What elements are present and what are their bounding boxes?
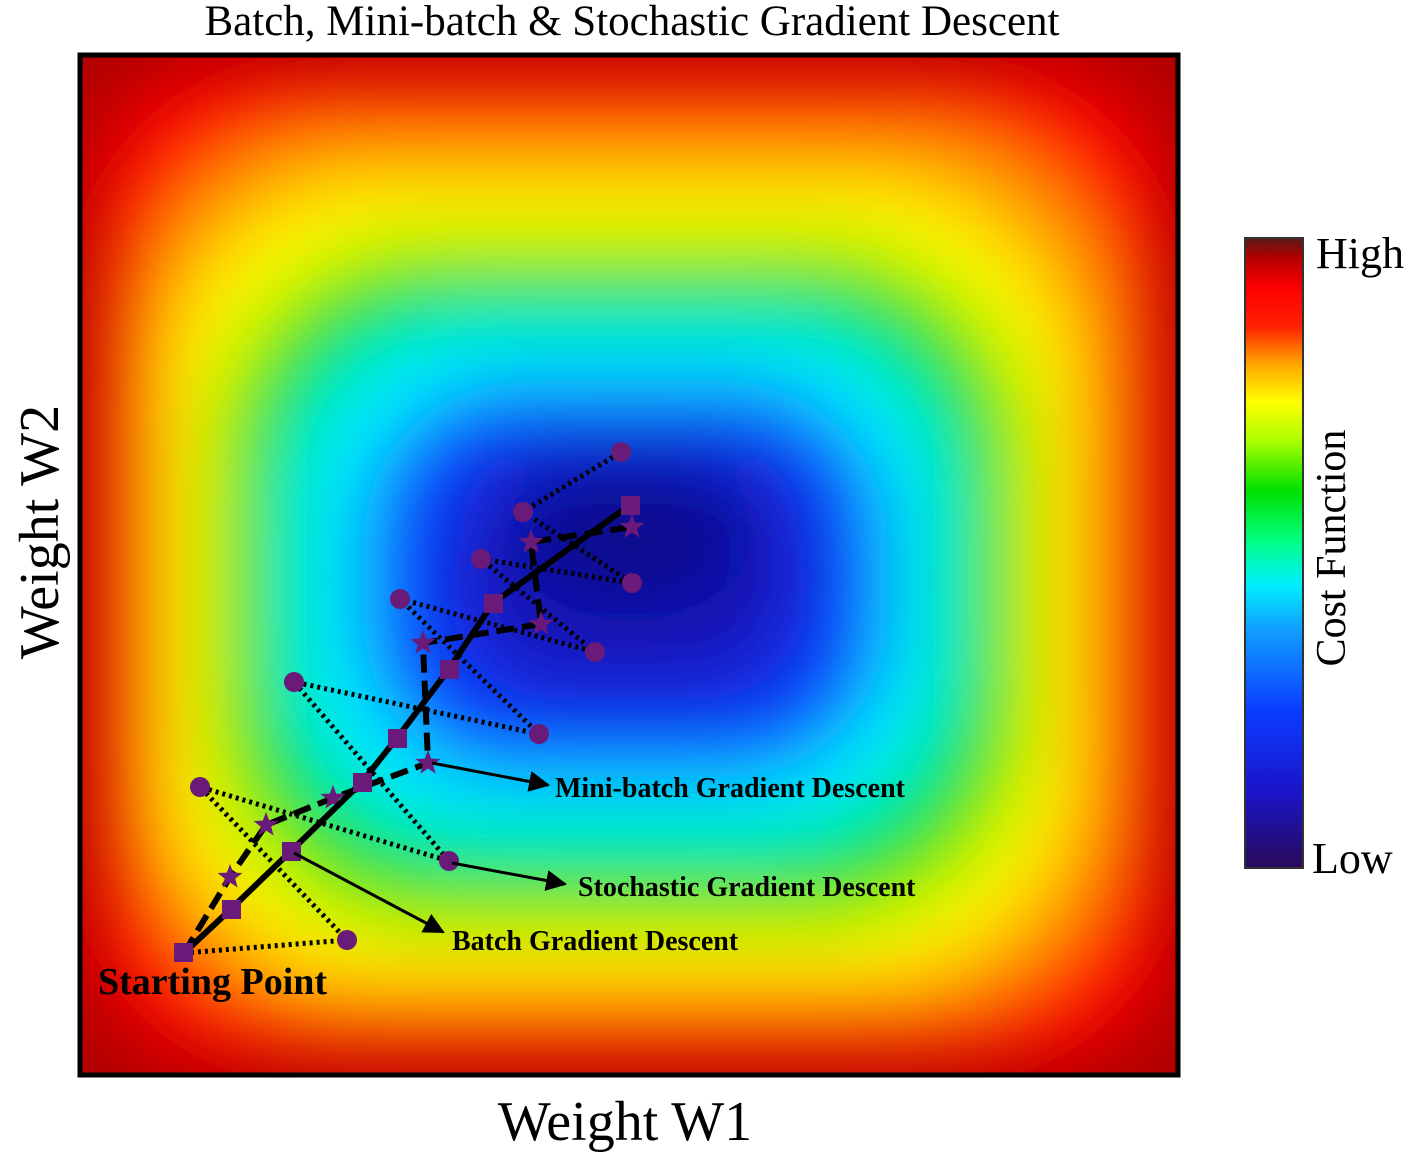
minibatch-point [415,750,441,774]
stochastic-point [513,502,533,522]
x-axis-label: Weight W1 [498,1091,752,1153]
minibatch-point [217,864,243,888]
stochastic-point [622,573,642,593]
colorbar-title: Cost Function [1309,430,1355,667]
y-axis-label: Weight W2 [9,405,71,659]
batch-arrow [293,851,445,934]
batch-point [282,842,301,861]
annotation-arrows [293,761,568,934]
batch-point-start [174,943,193,962]
minibatch-point [518,529,544,553]
minibatch-point [410,630,436,654]
batch-path [174,496,640,962]
stochastic-point [529,724,549,744]
minibatch-label: Mini-batch Gradient Descent [555,773,906,804]
minibatch-point [253,812,279,836]
stochastic-point [337,930,357,950]
minibatch-point [619,514,645,538]
colorbar-low-label: Low [1312,834,1393,883]
stochastic-point [585,642,605,662]
minibatch-path [181,514,645,955]
stochastic-path [183,442,642,956]
minibatch-point [320,785,346,809]
stochastic-label: Stochastic Gradient Descent [578,872,916,903]
batch-point [222,900,241,919]
batch-point [353,773,372,792]
minibatch-point [528,611,554,635]
stochastic-point [471,549,491,569]
plot-frame [77,52,1181,1078]
minibatch-arrow [431,761,551,792]
stochastic-point [611,442,631,462]
cost-surface-heatmap [80,55,1178,1075]
starting-point-label: Starting Point [98,961,327,1003]
stochastic-point [390,589,410,609]
colorbar-gradient [1244,237,1304,869]
stochastic-point [190,777,210,797]
batch-point [388,729,407,748]
batch-point [484,594,503,613]
stochastic-point [439,851,459,871]
colorbar-high-label: High [1316,229,1404,278]
colorbar: High Low Cost Function [1244,229,1404,883]
stochastic-point [284,672,304,692]
batch-label: Batch Gradient Descent [452,926,739,957]
stochastic-arrow [451,861,568,891]
figure-title: Batch, Mini-batch & Stochastic Gradient … [205,0,1060,45]
batch-point [440,660,459,679]
batch-point [621,496,640,515]
